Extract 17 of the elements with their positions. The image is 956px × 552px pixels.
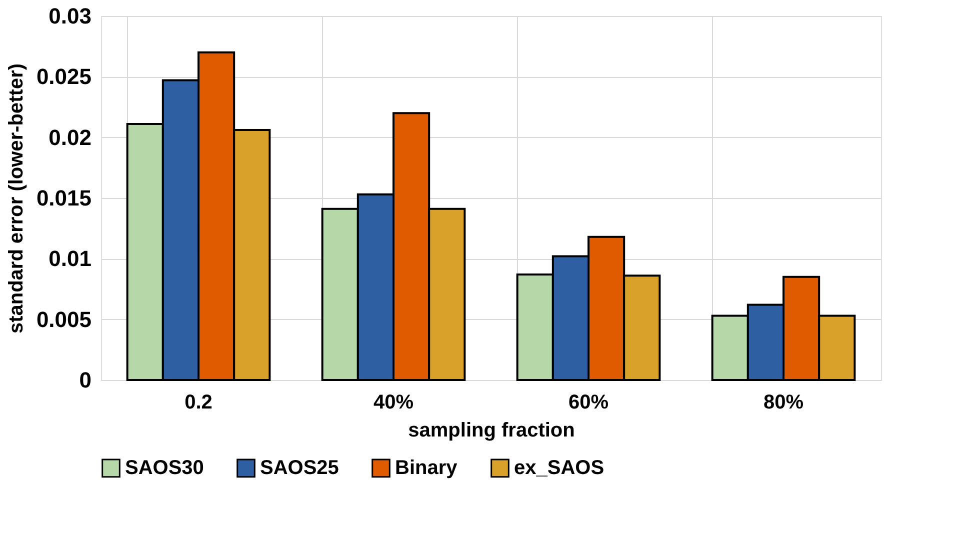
y-tick-label: 0: [79, 368, 92, 392]
x-tick-label: 0.2: [184, 392, 212, 414]
x-tick-label: 80%: [763, 392, 804, 414]
legend-label: SAOS30: [125, 457, 204, 480]
y-tick-label: 0.005: [36, 306, 92, 332]
y-tick-label: 0.025: [36, 64, 92, 90]
x-tick-label: 60%: [568, 392, 609, 414]
legend-label: SAOS25: [260, 457, 339, 480]
x-axis-title: sampling fraction: [408, 420, 575, 442]
y-axis-title: standard error (lower-better): [5, 63, 28, 334]
legend-label: ex_SAOS: [514, 457, 604, 480]
y-tick-label: 0.01: [48, 246, 92, 272]
y-tick-label: 0.02: [48, 124, 92, 150]
y-tick-label: 0.015: [36, 186, 92, 210]
x-tick-label: 40%: [373, 392, 414, 414]
legend-label: Binary: [395, 457, 458, 480]
y-tick-label: 0.03: [48, 4, 92, 28]
